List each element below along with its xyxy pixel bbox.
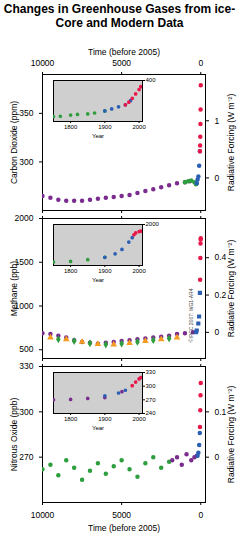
svg-text:Methane (ppb): Methane (ppb) (9, 261, 19, 316)
svg-text:Radiative Forcing (W m⁻²): Radiative Forcing (W m⁻²) (226, 240, 236, 338)
svg-text:10000: 10000 (31, 510, 55, 520)
svg-text:2000: 2000 (132, 124, 146, 130)
svg-text:330: 330 (19, 361, 33, 371)
svg-text:0: 0 (215, 452, 220, 462)
svg-text:Time (before 2005): Time (before 2005) (88, 47, 160, 57)
svg-text:10000: 10000 (31, 58, 55, 68)
svg-text:2000: 2000 (132, 416, 146, 422)
svg-text:1800: 1800 (64, 124, 78, 130)
svg-text:2000: 2000 (146, 221, 160, 227)
svg-text:330: 330 (146, 369, 157, 375)
svg-text:0.2: 0.2 (214, 289, 227, 300)
svg-text:2000: 2000 (15, 213, 34, 223)
svg-text:1800: 1800 (64, 268, 78, 274)
svg-text:300: 300 (19, 407, 33, 417)
svg-text:270: 270 (146, 397, 157, 403)
svg-text:400: 400 (146, 77, 157, 83)
svg-text:500: 500 (19, 344, 33, 354)
svg-text:1500: 1500 (14, 257, 34, 267)
svg-text:Time (before 2005): Time (before 2005) (88, 523, 160, 533)
svg-text:1900: 1900 (98, 124, 112, 130)
svg-text:5000: 5000 (112, 510, 131, 520)
svg-text:1800: 1800 (64, 416, 78, 422)
svg-text:0.1: 0.1 (214, 406, 227, 417)
svg-text:0: 0 (198, 58, 203, 68)
svg-text:300: 300 (19, 157, 33, 167)
svg-text:2000: 2000 (132, 268, 146, 274)
svg-text:Radiative Forcing (W m⁻²): Radiative Forcing (W m⁻²) (226, 386, 236, 484)
svg-text:1000: 1000 (14, 300, 34, 311)
svg-text:1900: 1900 (98, 416, 112, 422)
svg-text:0: 0 (215, 327, 220, 337)
svg-text:270: 270 (19, 452, 33, 462)
svg-text:Nitrous Oxide (ppb): Nitrous Oxide (ppb) (9, 397, 19, 471)
svg-text:0: 0 (215, 173, 220, 183)
svg-text:0: 0 (198, 510, 203, 520)
svg-text:Year: Year (92, 133, 104, 139)
svg-text:1: 1 (215, 116, 220, 126)
svg-text:1900: 1900 (98, 268, 112, 274)
svg-text:350: 350 (19, 108, 33, 118)
svg-text:Carbon Dioxide (ppm): Carbon Dioxide (ppm) (9, 101, 19, 184)
svg-text:Year: Year (92, 277, 104, 283)
svg-text:0.4: 0.4 (214, 252, 227, 263)
svg-text:240: 240 (146, 410, 157, 416)
svg-text:300: 300 (146, 383, 157, 389)
svg-text:5000: 5000 (112, 58, 131, 68)
html-text:Changes in Greenhouse Gases fr: Changes in Greenhouse Gases from ice-Cor… (3, 2, 236, 30)
svg-text:Radiative Forcing (W m⁻²): Radiative Forcing (W m⁻²) (226, 94, 236, 192)
svg-text:Year: Year (92, 425, 104, 431)
svg-text:©IPCC 2007: WG1-AR4: ©IPCC 2007: WG1-AR4 (188, 288, 194, 342)
